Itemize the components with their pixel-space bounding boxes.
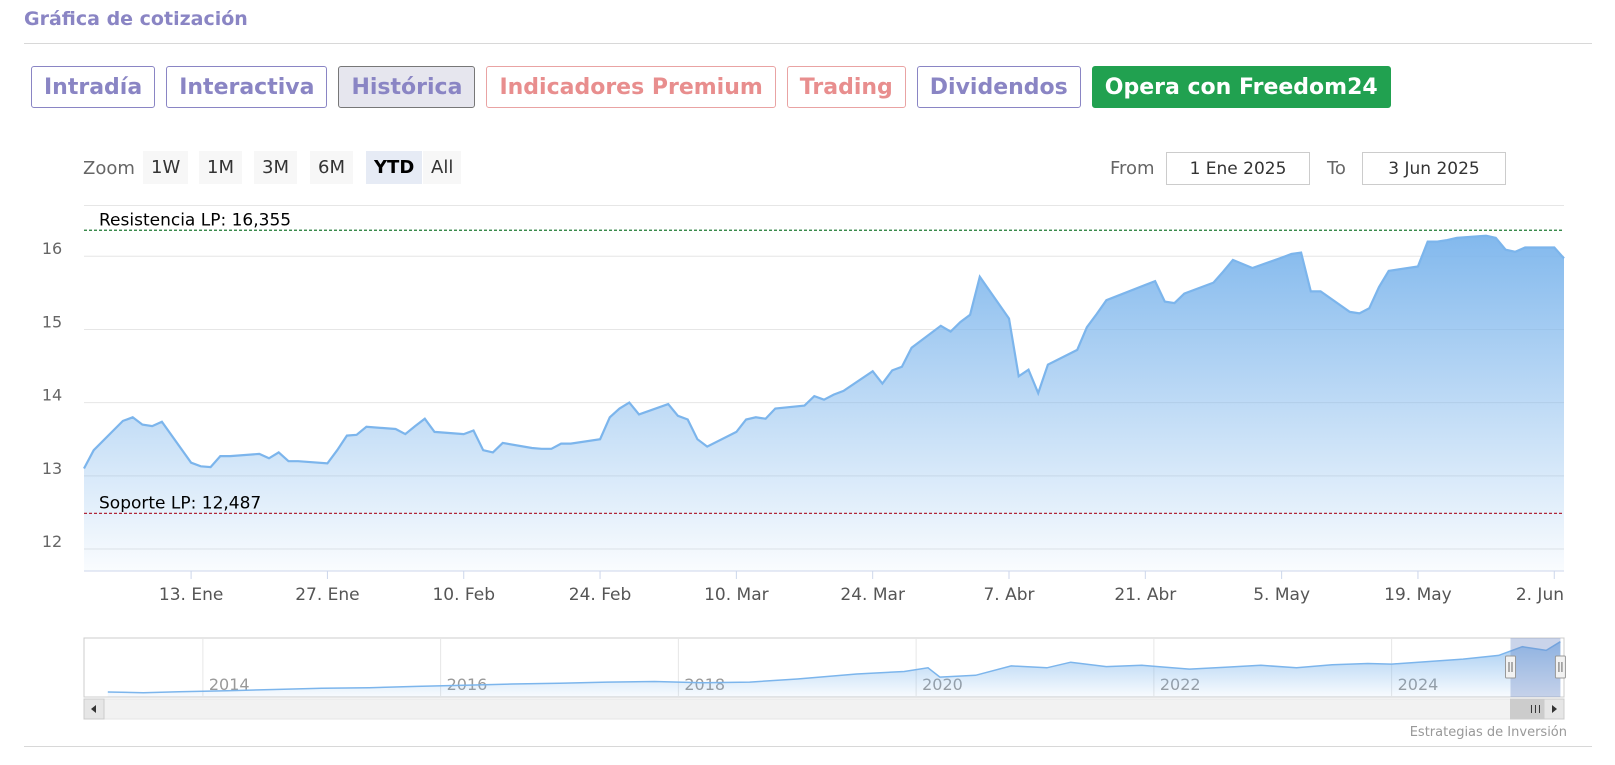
from-date-input[interactable]: 1 Ene 2025: [1166, 152, 1310, 185]
chart-tabs: Intradía Interactiva Histórica Indicador…: [31, 66, 1391, 108]
zoom-6m-button[interactable]: 6M: [310, 151, 353, 184]
chart-credit: Estrategias de Inversión: [1409, 725, 1567, 740]
zoom-1w-button[interactable]: 1W: [143, 151, 189, 184]
x-tick-label: 24. Feb: [569, 585, 632, 605]
scroll-left-button[interactable]: [83, 698, 105, 720]
x-tick-label: 5. May: [1253, 585, 1310, 605]
title-divider: [24, 43, 1592, 44]
zoom-1m-button[interactable]: 1M: [199, 151, 242, 184]
navigator-area: [107, 641, 1561, 697]
y-tick-label: 12: [42, 532, 62, 551]
chevron-left-icon: [91, 705, 96, 713]
navigator-left-handle[interactable]: [1505, 655, 1517, 679]
zoom-ytd-button[interactable]: YTD: [366, 151, 423, 184]
navigator-selection: [1510, 638, 1561, 697]
tab-interactiva[interactable]: Interactiva: [166, 66, 328, 108]
from-label: From: [1110, 158, 1155, 179]
zoom-label: Zoom: [83, 158, 135, 179]
x-tick-label: 7. Abr: [983, 585, 1034, 605]
tab-dividendos[interactable]: Dividendos: [916, 66, 1081, 108]
zoom-3m-button[interactable]: 3M: [254, 151, 297, 184]
y-tick-label: 16: [42, 239, 62, 258]
price-area: [84, 235, 1564, 571]
y-tick-label: 15: [42, 312, 62, 331]
price-line: [83, 234, 1565, 470]
y-tick-label: 14: [42, 386, 62, 405]
chevron-right-icon: [1552, 705, 1557, 713]
x-tick-label: 19. May: [1384, 585, 1452, 605]
scroll-right-button[interactable]: [1543, 698, 1565, 720]
x-tick-label: 24. Mar: [840, 585, 905, 605]
navigator-year-label: 2014: [209, 675, 250, 694]
x-tick-label: 21. Abr: [1114, 585, 1176, 605]
scrollbar-track[interactable]: [83, 698, 1565, 720]
tab-intradia[interactable]: Intradía: [31, 66, 156, 108]
navigator-line: [107, 641, 1561, 694]
x-tick-label: 10. Feb: [432, 585, 495, 605]
x-tick-label: 2. Jun: [1516, 585, 1564, 605]
page-title: Gráfica de cotización: [24, 8, 248, 30]
to-date-input[interactable]: 3 Jun 2025: [1362, 152, 1506, 185]
opera-freedom24-button[interactable]: Opera con Freedom24: [1091, 66, 1391, 108]
support-label: Soporte LP: 12,487: [99, 493, 261, 513]
x-tick-label: 13. Ene: [159, 585, 223, 605]
tab-indicadores-premium[interactable]: Indicadores Premium: [486, 66, 776, 108]
y-tick-label: 13: [42, 459, 62, 478]
x-tick-label: 10. Mar: [704, 585, 769, 605]
x-tick-label: 27. Ene: [295, 585, 359, 605]
navigator-right-handle[interactable]: [1554, 655, 1566, 679]
tab-historica[interactable]: Histórica: [338, 66, 476, 108]
bottom-divider: [24, 746, 1592, 747]
resistance-label: Resistencia LP: 16,355: [99, 210, 291, 230]
to-label: To: [1327, 158, 1346, 179]
tab-trading[interactable]: Trading: [786, 66, 906, 108]
range-selector-divider: [84, 205, 1564, 206]
zoom-all-button[interactable]: All: [423, 151, 462, 184]
